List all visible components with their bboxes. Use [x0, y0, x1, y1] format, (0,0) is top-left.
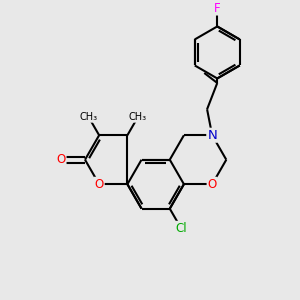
Text: N: N [207, 129, 217, 142]
Text: Cl: Cl [175, 222, 187, 235]
Text: CH₃: CH₃ [129, 112, 147, 122]
Text: O: O [208, 178, 217, 191]
Text: O: O [56, 153, 66, 166]
Text: O: O [94, 178, 104, 191]
Text: F: F [214, 2, 220, 15]
Text: CH₃: CH₃ [80, 112, 98, 122]
